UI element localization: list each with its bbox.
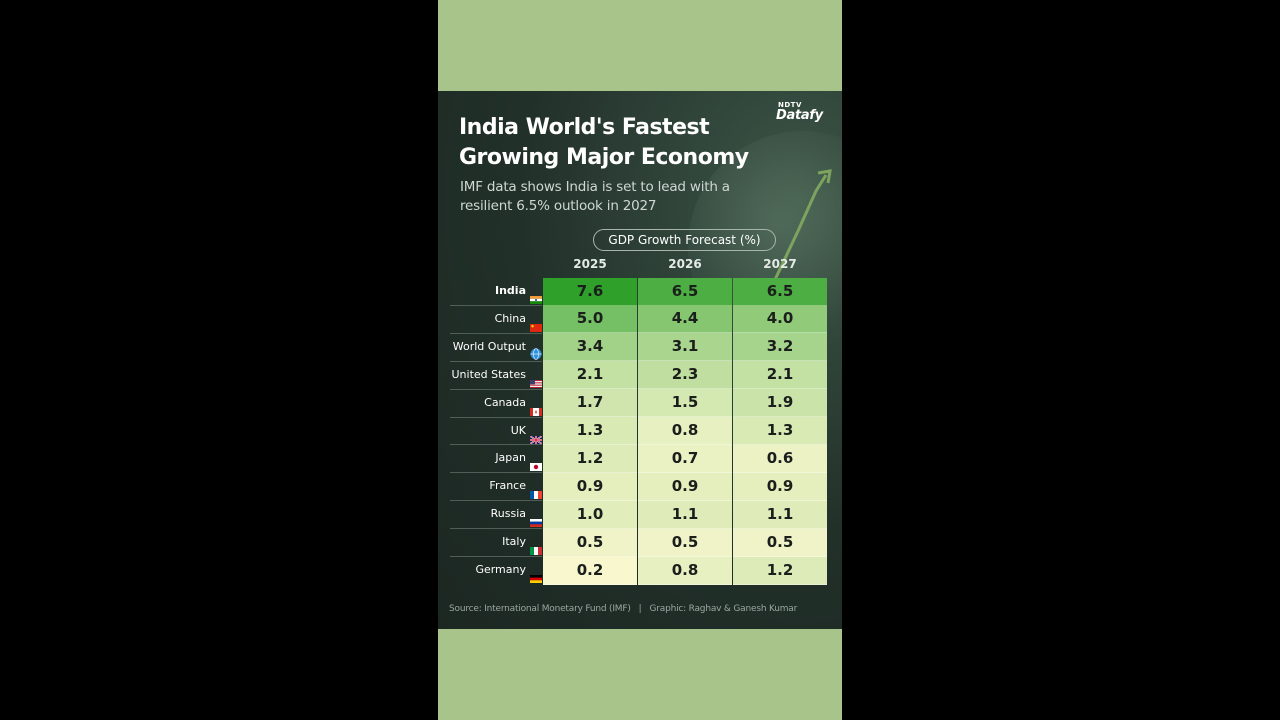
japan-flag-icon <box>530 454 542 472</box>
table-cell-uk-2026: 0.8 <box>638 417 732 445</box>
row-separator <box>450 556 542 557</box>
row-separator <box>450 388 542 390</box>
table-cell-united-states-2026: 2.3 <box>638 361 732 390</box>
country-name: Canada <box>484 395 526 409</box>
row-label-china: China <box>446 305 542 333</box>
brand-logo: NDTV Datafy <box>776 101 823 123</box>
table-cell-india-2026: 6.5 <box>638 277 732 306</box>
table-cell-india-2025: 7.6 <box>543 277 637 306</box>
italy-flag-icon <box>530 538 542 556</box>
subtitle-line-1: IMF data shows India is set to lead with… <box>460 179 730 195</box>
table-cell-japan-2027: 0.6 <box>733 444 827 473</box>
table-cell-china-2027: 4.0 <box>733 305 827 334</box>
country-name: France <box>489 479 526 493</box>
title-line-1: India World's Fastest <box>459 115 710 140</box>
row-label-uk: UK <box>446 417 543 445</box>
table-cell-united-states-2025: 2.1 <box>543 361 637 390</box>
russia-flag-icon <box>530 510 542 528</box>
germany-flag-icon <box>530 566 542 583</box>
year-header-2027: 2027 <box>763 257 797 271</box>
row-separator <box>450 472 542 474</box>
country-name: World Output <box>452 339 526 353</box>
table-title-pill: GDP Growth Forecast (%) <box>593 229 776 251</box>
row-separator <box>450 332 542 334</box>
country-name: UK <box>510 423 526 437</box>
table-cell-italy-2025: 0.5 <box>543 528 637 557</box>
table-cell-canada-2026: 1.5 <box>638 389 732 418</box>
table-cell-italy-2027: 0.5 <box>733 528 827 557</box>
subtitle-line-2: resilient 6.5% outlook in 2027 <box>460 198 657 214</box>
row-label-japan: Japan <box>446 444 542 472</box>
table-cell-world-output-2026: 3.1 <box>638 333 732 362</box>
uk-flag-icon <box>529 427 543 445</box>
row-label-germany: Germany <box>446 556 542 584</box>
row-label-united-states: United States <box>446 361 542 389</box>
country-name: Germany <box>475 563 526 576</box>
footer-divider: | <box>638 604 642 614</box>
country-name: Japan <box>495 451 526 465</box>
year-header-2026: 2026 <box>668 257 702 271</box>
table-cell-japan-2026: 0.7 <box>638 444 732 473</box>
row-label-france: France <box>446 472 542 500</box>
table-cell-china-2026: 4.4 <box>638 305 732 334</box>
table-cell-russia-2026: 1.1 <box>638 500 732 529</box>
row-label-russia: Russia <box>446 500 542 528</box>
table-cell-world-output-2025: 3.4 <box>543 333 637 362</box>
subtitle: IMF data shows India is set to lead with… <box>460 178 780 216</box>
india-flag-icon <box>530 287 542 304</box>
table-cell-india-2027: 6.5 <box>733 277 827 306</box>
row-separator <box>450 416 542 418</box>
table-cell-russia-2025: 1.0 <box>543 500 637 529</box>
table-cell-world-output-2027: 3.2 <box>733 333 827 362</box>
credit-text: Graphic: Raghav & Ganesh Kumar <box>649 604 798 614</box>
title-line-2: Growing Major Economy <box>459 145 749 170</box>
table-cell-canada-2025: 1.7 <box>543 389 637 418</box>
table-cell-canada-2027: 1.9 <box>733 389 827 418</box>
year-header-2025: 2025 <box>573 257 607 271</box>
footer: Source: International Monetary Fund (IMF… <box>449 604 797 614</box>
row-label-india: India <box>446 277 542 305</box>
table-cell-united-states-2027: 2.1 <box>733 361 827 390</box>
table-cell-germany-2026: 0.8 <box>638 556 732 585</box>
row-separator <box>450 304 542 306</box>
table-cell-japan-2025: 1.2 <box>543 444 637 473</box>
china-flag-icon <box>530 315 542 332</box>
video-frame: NDTV Datafy India World's Fastest Growin… <box>438 0 842 720</box>
table-cell-italy-2026: 0.5 <box>638 528 732 557</box>
us-flag-icon <box>530 371 542 388</box>
growth-arrow-icon <box>770 169 832 287</box>
table-cell-germany-2027: 1.2 <box>733 556 827 585</box>
brand-bottom: Datafy <box>776 108 823 123</box>
page-title: India World's Fastest Growing Major Econ… <box>459 113 779 173</box>
row-label-world-output: World Output <box>446 333 542 361</box>
france-flag-icon <box>530 482 542 500</box>
country-name: Italy <box>502 535 526 549</box>
row-separator <box>450 528 542 530</box>
table-cell-uk-2025: 1.3 <box>543 417 637 445</box>
country-name: United States <box>451 367 527 381</box>
table-cell-germany-2025: 0.2 <box>543 556 637 585</box>
row-label-italy: Italy <box>446 528 542 556</box>
globe-icon <box>530 343 542 360</box>
table-cell-uk-2027: 1.3 <box>733 417 827 445</box>
brand-top: NDTV <box>778 101 802 109</box>
row-separator <box>450 500 542 502</box>
country-name: India <box>495 284 526 297</box>
table-cell-russia-2027: 1.1 <box>733 500 827 529</box>
table-cell-france-2027: 0.9 <box>733 472 827 501</box>
infographic-panel: NDTV Datafy India World's Fastest Growin… <box>438 91 842 629</box>
table-cell-france-2025: 0.9 <box>543 472 637 501</box>
country-name: Russia <box>490 507 526 521</box>
table-cell-china-2025: 5.0 <box>543 305 637 334</box>
row-label-canada: Canada <box>446 389 542 417</box>
country-name: China <box>494 311 526 325</box>
source-text: Source: International Monetary Fund (IMF… <box>449 604 631 614</box>
canada-flag-icon <box>530 399 542 416</box>
row-separator <box>450 444 542 446</box>
table-cell-france-2026: 0.9 <box>638 472 732 501</box>
row-separator <box>450 360 542 362</box>
